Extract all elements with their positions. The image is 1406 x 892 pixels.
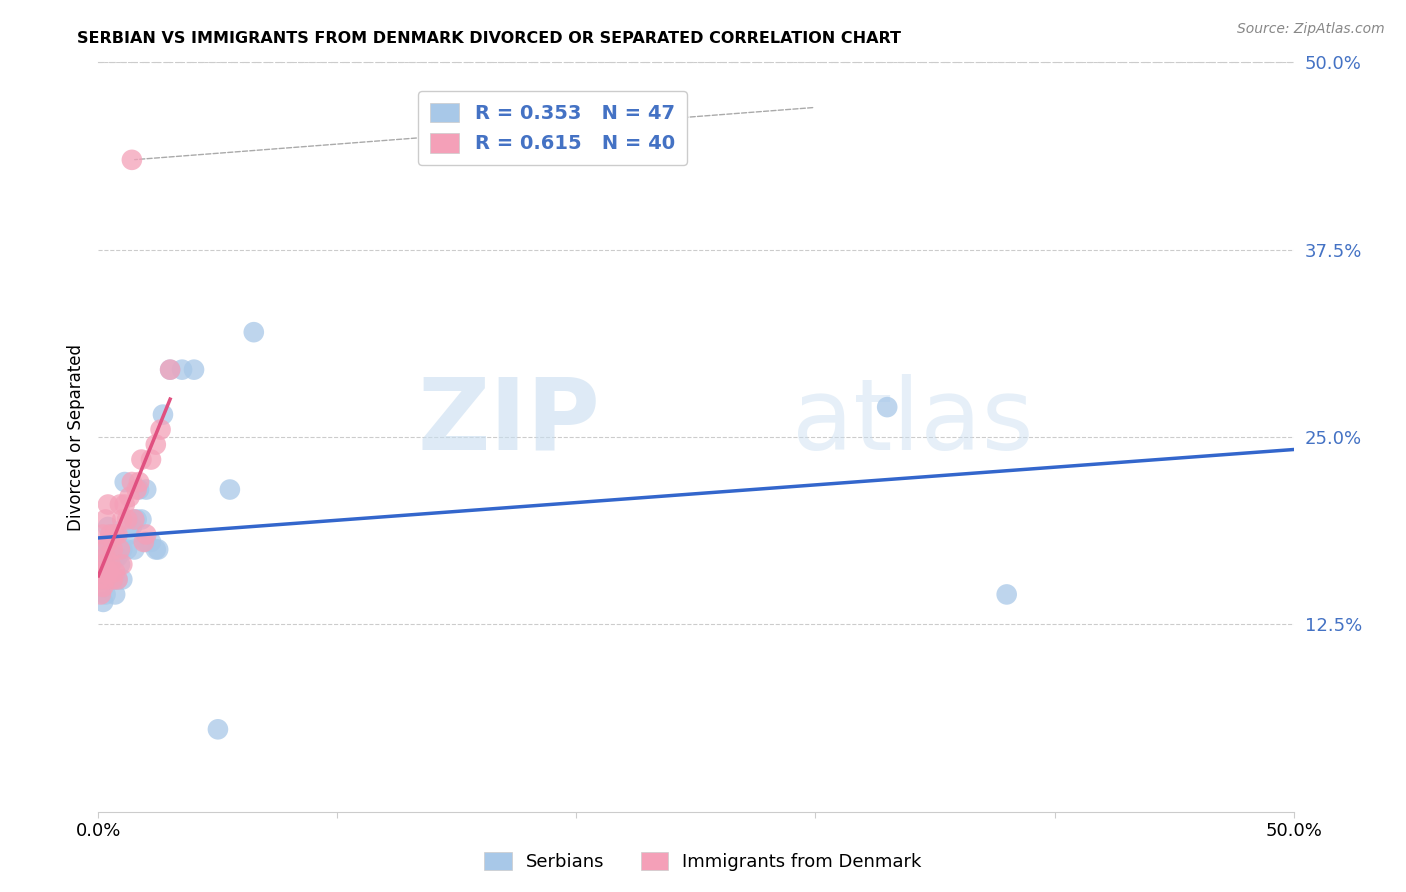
Point: [91, 580, 114, 594]
Point: [91, 595, 114, 609]
Point: [91, 558, 114, 572]
Point: [108, 558, 131, 572]
Point: [172, 362, 194, 376]
Point: [132, 535, 155, 549]
Point: [91, 527, 114, 541]
Point: [87, 565, 110, 579]
Point: [108, 498, 131, 512]
Point: [131, 452, 153, 467]
Point: [97, 535, 120, 549]
Point: [101, 549, 124, 564]
Point: [97, 520, 120, 534]
Point: [145, 437, 167, 451]
Point: [108, 542, 131, 557]
Text: SERBIAN VS IMMIGRANTS FROM DENMARK DIVORCED OR SEPARATED CORRELATION CHART: SERBIAN VS IMMIGRANTS FROM DENMARK DIVOR…: [77, 31, 901, 46]
Point: [94, 542, 117, 557]
Point: [94, 565, 117, 579]
Point: [125, 512, 148, 526]
Point: [90, 565, 112, 579]
Point: [98, 527, 122, 541]
Point: [104, 573, 127, 587]
Point: [114, 498, 136, 512]
Point: [90, 542, 112, 557]
Point: [149, 423, 172, 437]
Point: [124, 512, 146, 526]
Point: [104, 527, 127, 541]
Point: [94, 573, 117, 587]
Point: [118, 527, 141, 541]
Point: [98, 558, 122, 572]
Point: [107, 549, 129, 564]
Point: [107, 527, 129, 541]
Point: [91, 558, 114, 572]
Point: [118, 490, 141, 504]
Point: [104, 565, 127, 579]
Point: [145, 542, 167, 557]
Point: [111, 573, 134, 587]
Point: [121, 520, 143, 534]
Point: [125, 483, 148, 497]
Point: [139, 452, 162, 467]
Point: [152, 408, 174, 422]
Point: [121, 475, 143, 489]
Legend: R = 0.353   N = 47, R = 0.615   N = 40: R = 0.353 N = 47, R = 0.615 N = 40: [419, 91, 686, 165]
Point: [107, 573, 129, 587]
Point: [104, 587, 127, 601]
Point: [90, 573, 112, 587]
Point: [121, 153, 143, 167]
Point: [114, 475, 136, 489]
Text: atlas: atlas: [792, 374, 1033, 471]
Point: [135, 483, 157, 497]
Point: [97, 565, 120, 579]
Point: [111, 558, 134, 572]
Point: [91, 573, 114, 587]
Text: Source: ZipAtlas.com: Source: ZipAtlas.com: [1237, 22, 1385, 37]
Point: [159, 362, 181, 376]
Point: [94, 512, 117, 526]
Point: [101, 573, 124, 587]
Point: [87, 573, 110, 587]
Point: [90, 587, 112, 601]
Point: [111, 512, 134, 526]
Point: [104, 549, 127, 564]
Point: [159, 362, 181, 376]
Point: [111, 542, 134, 557]
Point: [139, 535, 162, 549]
Point: [98, 527, 122, 541]
Point: [115, 542, 138, 557]
Point: [128, 475, 150, 489]
Point: [207, 723, 229, 737]
Text: ZIP: ZIP: [418, 374, 600, 471]
Point: [90, 558, 112, 572]
Point: [219, 483, 242, 497]
Point: [124, 542, 146, 557]
Point: [107, 573, 129, 587]
Point: [124, 512, 146, 526]
Point: [243, 325, 266, 339]
Point: [183, 362, 205, 376]
Point: [135, 527, 157, 541]
Point: [98, 558, 122, 572]
Point: [115, 512, 138, 526]
Point: [135, 535, 157, 549]
Point: [128, 483, 150, 497]
Point: [94, 549, 117, 564]
Point: [98, 542, 122, 557]
Legend: Serbians, Immigrants from Denmark: Serbians, Immigrants from Denmark: [477, 845, 929, 879]
Y-axis label: Divorced or Separated: Divorced or Separated: [66, 343, 84, 531]
Point: [101, 573, 124, 587]
Point: [97, 565, 120, 579]
Point: [131, 512, 153, 526]
Point: [97, 498, 120, 512]
Point: [995, 587, 1018, 601]
Point: [876, 400, 898, 414]
Point: [148, 542, 170, 557]
Point: [94, 587, 117, 601]
Point: [97, 542, 120, 557]
Point: [101, 542, 124, 557]
